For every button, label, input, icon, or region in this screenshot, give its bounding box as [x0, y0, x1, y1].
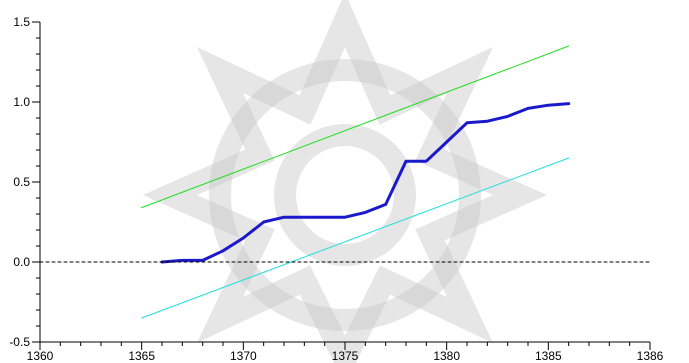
- x-tick-label: 1385: [535, 349, 562, 363]
- series-layer: [39, 45, 651, 319]
- tick-layer: -0.5 0.0 0.5 1.0 1.5 1360 1365 1370 1375 1380 1385…: [9, 15, 663, 363]
- series-line-2: [141, 157, 570, 319]
- y-tick-label: 1.5: [13, 15, 30, 29]
- series-line-0: [160, 102, 571, 264]
- x-tick-label: 1370: [230, 349, 257, 363]
- x-tick-label: 1375: [332, 349, 359, 363]
- x-tick-label: 1380: [433, 349, 460, 363]
- x-tick-label: 1360: [27, 349, 54, 363]
- watermark-logo: [142, 0, 548, 363]
- y-tick-label: 0.0: [13, 255, 30, 269]
- y-tick-label: 1.0: [13, 95, 30, 109]
- x-tick-label: 1365: [128, 349, 155, 363]
- y-tick-label: 0.5: [13, 175, 30, 189]
- y-tick-label: -0.5: [9, 335, 30, 349]
- x-tick-label: 1386: [637, 349, 664, 363]
- series-line-1: [141, 45, 570, 209]
